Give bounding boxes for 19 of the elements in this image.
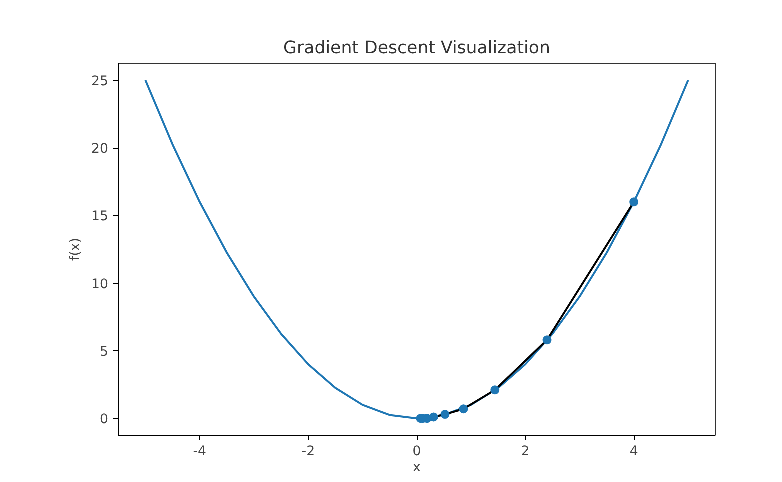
x-tick-label: -2 bbox=[302, 444, 316, 460]
y-tick-label: 25 bbox=[92, 74, 109, 90]
y-tick-label: 5 bbox=[100, 344, 109, 360]
x-tick-label: 2 bbox=[521, 444, 530, 460]
x-tick-label: 0 bbox=[412, 444, 422, 460]
x-tick-label: -4 bbox=[193, 444, 207, 460]
point bbox=[630, 198, 639, 207]
chart-title: Gradient Descent Visualization bbox=[284, 38, 550, 58]
y-axis-title: f(x) bbox=[68, 238, 84, 261]
y-tick-label: 20 bbox=[92, 142, 109, 158]
point bbox=[459, 404, 468, 414]
point bbox=[542, 336, 552, 345]
x-tick-label: 4 bbox=[630, 444, 638, 460]
y-tick-label: 10 bbox=[92, 277, 109, 292]
x-axis-title: x bbox=[413, 460, 422, 476]
y-tick-label: 0 bbox=[100, 412, 109, 428]
point bbox=[490, 386, 500, 395]
y-tick-label: 15 bbox=[92, 210, 109, 225]
point bbox=[440, 410, 450, 420]
